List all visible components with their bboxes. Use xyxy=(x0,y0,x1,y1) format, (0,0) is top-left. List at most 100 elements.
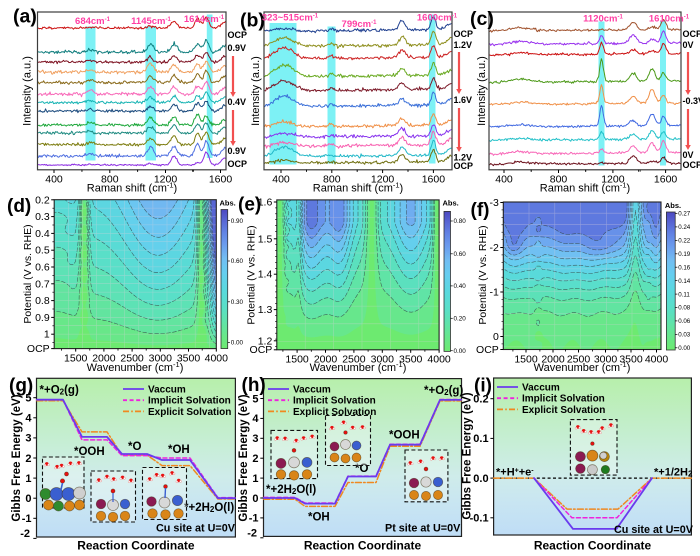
svg-text:0.20: 0.20 xyxy=(454,316,467,323)
svg-text:OCP: OCP xyxy=(476,344,499,356)
svg-text:4000: 4000 xyxy=(645,353,669,365)
svg-text:400: 400 xyxy=(272,173,290,185)
svg-text:0.80: 0.80 xyxy=(454,218,467,225)
svg-text:OCP: OCP xyxy=(228,30,248,40)
svg-text:Raman shift (cm-1): Raman shift (cm-1) xyxy=(87,180,177,195)
svg-text:-1: -1 xyxy=(489,287,498,299)
svg-text:0: 0 xyxy=(25,493,31,505)
svg-text:4: 4 xyxy=(25,413,32,425)
svg-text:2: 2 xyxy=(252,453,258,465)
svg-text:0.6: 0.6 xyxy=(35,262,50,274)
svg-text:-2: -2 xyxy=(247,528,257,540)
svg-text:0.00: 0.00 xyxy=(678,345,691,352)
svg-text:Intensity (a.u.): Intensity (a.u.) xyxy=(476,56,488,126)
svg-text:323~515cm-1: 323~515cm-1 xyxy=(262,13,319,24)
svg-text:Implicit Solvation: Implicit Solvation xyxy=(293,396,376,407)
svg-text:0.0: 0.0 xyxy=(473,473,488,485)
svg-text:Abs.: Abs. xyxy=(665,201,681,210)
svg-text:1120cm-1: 1120cm-1 xyxy=(583,14,623,25)
svg-text:*+1/2H2: *+1/2H2 xyxy=(654,467,693,479)
svg-text:0.8: 0.8 xyxy=(35,295,50,307)
svg-text:1.2V: 1.2V xyxy=(454,40,473,50)
svg-text:0.9V: 0.9V xyxy=(228,146,247,156)
svg-text:*OOH: *OOH xyxy=(389,430,420,442)
svg-text:0: 0 xyxy=(493,331,499,343)
svg-text:1.5: 1.5 xyxy=(258,233,273,245)
svg-text:1614cm-1: 1614cm-1 xyxy=(184,14,225,25)
svg-text:0.00: 0.00 xyxy=(231,340,244,347)
svg-text:(g): (g) xyxy=(9,376,33,397)
svg-text:OCP: OCP xyxy=(683,160,700,170)
svg-text:0.22: 0.22 xyxy=(678,238,691,245)
svg-text:Gibbs Free Energy (eV): Gibbs Free Energy (eV) xyxy=(11,394,23,521)
svg-text:Raman shift (cm-1): Raman shift (cm-1) xyxy=(313,180,403,195)
svg-text:0.1: 0.1 xyxy=(473,433,488,445)
svg-text:Gibbs Free Energy (eV): Gibbs Free Energy (eV) xyxy=(462,392,474,519)
svg-text:(h): (h) xyxy=(242,375,266,396)
svg-text:Potential (V vs. RHE): Potential (V vs. RHE) xyxy=(477,225,489,324)
svg-text:0.14: 0.14 xyxy=(678,278,691,285)
svg-text:Wavenumber (cm-1): Wavenumber (cm-1) xyxy=(534,360,631,375)
svg-text:Reaction Coordinate: Reaction Coordinate xyxy=(534,539,652,552)
svg-text:OCP: OCP xyxy=(228,159,248,169)
svg-text:-0.3V: -0.3V xyxy=(683,96,700,106)
svg-text:1600: 1600 xyxy=(654,173,678,185)
svg-text:Vaccum: Vaccum xyxy=(293,385,331,396)
svg-text:(a): (a) xyxy=(13,5,37,27)
svg-text:Abs.: Abs. xyxy=(443,199,459,208)
svg-text:OCP: OCP xyxy=(454,29,474,39)
svg-text:4000: 4000 xyxy=(205,352,229,364)
svg-text:0.7: 0.7 xyxy=(35,278,50,290)
svg-text:Potential (V vs. RHE): Potential (V vs. RHE) xyxy=(22,224,34,323)
svg-text:1: 1 xyxy=(252,473,258,485)
svg-text:(e): (e) xyxy=(238,195,261,216)
svg-text:Vaccum: Vaccum xyxy=(148,385,186,396)
svg-text:0.30: 0.30 xyxy=(231,299,244,306)
svg-text:0.16: 0.16 xyxy=(678,264,691,271)
svg-text:Reaction Coordinate: Reaction Coordinate xyxy=(304,539,422,552)
svg-text:Explicit Solvation: Explicit Solvation xyxy=(148,407,231,418)
svg-text:1600cm-1: 1600cm-1 xyxy=(417,13,458,24)
svg-text:1.4: 1.4 xyxy=(258,269,273,281)
svg-text:1600: 1600 xyxy=(209,173,233,185)
svg-text:OCP: OCP xyxy=(27,343,50,355)
svg-text:1: 1 xyxy=(44,329,50,341)
svg-text:3: 3 xyxy=(252,433,258,445)
svg-text:-2: -2 xyxy=(20,528,30,540)
svg-text:OCP: OCP xyxy=(454,161,474,171)
svg-text:Wavenumber (cm-1): Wavenumber (cm-1) xyxy=(87,360,184,375)
svg-text:0.4V: 0.4V xyxy=(228,97,247,107)
svg-text:0.24: 0.24 xyxy=(678,224,691,231)
svg-text:0.2: 0.2 xyxy=(35,194,50,206)
svg-text:Implicit Solvation: Implicit Solvation xyxy=(522,394,605,405)
svg-text:0.06: 0.06 xyxy=(678,318,691,325)
svg-text:Cu site at U=0V: Cu site at U=0V xyxy=(156,523,236,535)
svg-text:3: 3 xyxy=(25,433,31,445)
svg-text:0.08: 0.08 xyxy=(678,305,691,312)
svg-text:0: 0 xyxy=(252,493,258,505)
svg-text:0.27: 0.27 xyxy=(678,211,691,218)
svg-text:Reaction Coordinate: Reaction Coordinate xyxy=(77,539,195,552)
svg-text:0V: 0V xyxy=(683,150,694,160)
svg-text:0.3: 0.3 xyxy=(35,211,50,223)
svg-text:0.03: 0.03 xyxy=(678,332,691,339)
svg-text:Vaccum: Vaccum xyxy=(522,383,560,394)
svg-text:*+2H2O(l): *+2H2O(l) xyxy=(184,502,234,514)
svg-text:4000: 4000 xyxy=(427,354,451,366)
svg-text:(i): (i) xyxy=(474,376,492,397)
svg-text:1500: 1500 xyxy=(285,354,309,366)
svg-text:Abs.: Abs. xyxy=(220,199,236,208)
svg-text:0.11: 0.11 xyxy=(678,291,690,298)
svg-text:-2: -2 xyxy=(489,242,498,254)
svg-text:-3: -3 xyxy=(489,197,498,209)
svg-text:(c): (c) xyxy=(470,8,494,30)
svg-text:0.5: 0.5 xyxy=(35,245,50,257)
svg-text:*+O2(g): *+O2(g) xyxy=(40,385,79,397)
svg-text:400: 400 xyxy=(45,173,63,185)
svg-text:Implicit Solvation: Implicit Solvation xyxy=(148,396,231,407)
svg-text:Gibbs Free Energy (eV): Gibbs Free Energy (eV) xyxy=(238,394,250,521)
svg-text:Intensity (a.u.): Intensity (a.u.) xyxy=(250,56,262,126)
svg-text:*OOH: *OOH xyxy=(74,446,105,458)
svg-text:*OH: *OH xyxy=(308,512,330,524)
svg-text:Wavenumber (cm-1): Wavenumber (cm-1) xyxy=(310,360,407,375)
